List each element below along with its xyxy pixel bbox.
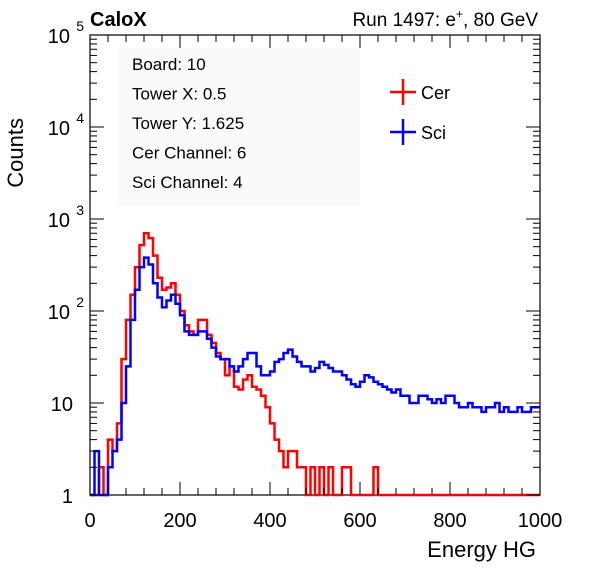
info-line: Cer Channel: 6 (132, 144, 246, 163)
run-info-title: Run 1497: e+, 80 GeV (352, 7, 538, 31)
x-axis-title: Energy HG (427, 537, 536, 562)
y-tick-exponent: 5 (76, 18, 84, 34)
info-box-lines: Board: 10 Tower X: 0.5 Tower Y: 1.625 Cer C… (132, 55, 246, 192)
y-tick-label: 10 5 (48, 18, 84, 48)
info-line: Board: 10 (132, 55, 206, 74)
y-tick-exponent: 3 (76, 202, 84, 218)
x-tick-label: 400 (253, 510, 286, 532)
y-tick-label: 1 (62, 486, 73, 508)
x-tick-label: 800 (433, 510, 466, 532)
legend-label-cer: Cer (421, 83, 450, 103)
x-tick-label: 600 (343, 510, 376, 532)
legend: Cer Sci (390, 79, 450, 145)
x-tick-label: 0 (84, 510, 95, 532)
run-particle-charge: + (456, 7, 463, 21)
info-box (118, 48, 360, 206)
x-tick-label: 200 (163, 510, 196, 532)
y-tick-label: 10 (51, 394, 73, 416)
y-tick-exponent: 4 (76, 110, 84, 126)
y-tick-label: 10 2 (48, 294, 84, 324)
legend-label-sci: Sci (421, 123, 446, 143)
run-energy: , 80 GeV (463, 10, 538, 31)
series-group (90, 232, 540, 497)
info-line: Tower X: 0.5 (132, 85, 227, 104)
series-line-cer (90, 232, 540, 497)
y-tick-label: 10 4 (48, 110, 84, 140)
y-tick-label: 10 3 (48, 202, 84, 232)
run-label: Run 1497: e (352, 10, 456, 31)
info-line: Tower Y: 1.625 (132, 114, 244, 133)
y-axis-title: Counts (3, 118, 28, 188)
chart-title-left: CaloX (90, 9, 147, 31)
y-tick-exponent: 2 (76, 294, 84, 310)
x-tick-label: 1000 (518, 510, 563, 532)
info-line: Sci Channel: 4 (132, 173, 243, 192)
series-line-sci (90, 256, 540, 497)
